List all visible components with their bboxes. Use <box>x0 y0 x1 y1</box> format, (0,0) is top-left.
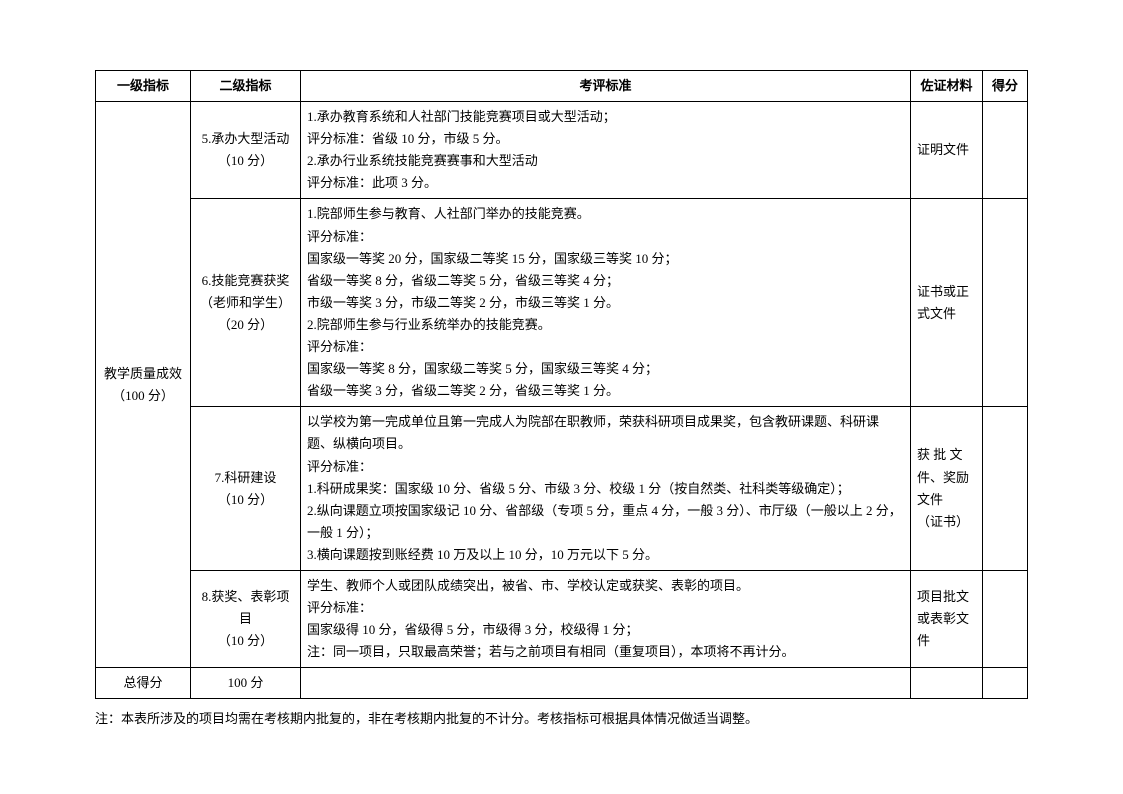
level2-points: （10 分） <box>197 489 294 511</box>
standard-cell: 1.承办教育系统和人社部门技能竞赛项目或大型活动；评分标准：省级 10 分，市级… <box>301 102 911 199</box>
table-header-row: 一级指标 二级指标 考评标准 佐证材料 得分 <box>96 71 1028 102</box>
total-points: 100 分 <box>191 668 301 699</box>
footnote: 注：本表所涉及的项目均需在考核期内批复的，非在考核期内批复的不计分。考核指标可根… <box>95 709 1028 730</box>
header-level2: 二级指标 <box>191 71 301 102</box>
material-cell: 证明文件 <box>911 102 983 199</box>
total-material <box>911 668 983 699</box>
score-cell <box>983 407 1028 571</box>
level2-cell: 6.技能竞赛获奖 （老师和学生） （20 分） <box>191 199 301 407</box>
header-material: 佐证材料 <box>911 71 983 102</box>
level1-points: （100 分） <box>102 385 184 407</box>
total-row: 总得分 100 分 <box>96 668 1028 699</box>
evaluation-table: 一级指标 二级指标 考评标准 佐证材料 得分 教学质量成效 （100 分） 5.… <box>95 70 1028 699</box>
standard-cell: 以学校为第一完成单位且第一完成人为院部在职教师，荣获科研项目成果奖，包含教研课题… <box>301 407 911 571</box>
standard-cell: 1.院部师生参与教育、人社部门举办的技能竞赛。评分标准：国家级一等奖 20 分，… <box>301 199 911 407</box>
level2-cell: 7.科研建设 （10 分） <box>191 407 301 571</box>
material-cell: 获 批 文件、奖励文件（证书） <box>911 407 983 571</box>
level2-points: （20 分） <box>197 314 294 336</box>
level2-title: 5.承办大型活动 <box>197 128 294 150</box>
header-score: 得分 <box>983 71 1028 102</box>
level2-points: （10 分） <box>197 630 294 652</box>
table-row: 8.获奖、表彰项目 （10 分） 学生、教师个人或团队成绩突出，被省、市、学校认… <box>96 570 1028 667</box>
level2-title: 7.科研建设 <box>197 467 294 489</box>
level2-cell: 5.承办大型活动 （10 分） <box>191 102 301 199</box>
header-level1: 一级指标 <box>96 71 191 102</box>
table-row: 6.技能竞赛获奖 （老师和学生） （20 分） 1.院部师生参与教育、人社部门举… <box>96 199 1028 407</box>
level1-cell: 教学质量成效 （100 分） <box>96 102 191 668</box>
level1-name: 教学质量成效 <box>102 363 184 385</box>
score-cell <box>983 570 1028 667</box>
standard-cell: 学生、教师个人或团队成绩突出，被省、市、学校认定或获奖、表彰的项目。评分标准：国… <box>301 570 911 667</box>
level2-title: 8.获奖、表彰项目 <box>197 586 294 630</box>
level2-sub: （老师和学生） <box>197 292 294 314</box>
document-page: 一级指标 二级指标 考评标准 佐证材料 得分 教学质量成效 （100 分） 5.… <box>0 0 1123 760</box>
level2-points: （10 分） <box>197 150 294 172</box>
level2-title: 6.技能竞赛获奖 <box>197 270 294 292</box>
material-cell: 证书或正式文件 <box>911 199 983 407</box>
level2-cell: 8.获奖、表彰项目 （10 分） <box>191 570 301 667</box>
table-row: 7.科研建设 （10 分） 以学校为第一完成单位且第一完成人为院部在职教师，荣获… <box>96 407 1028 571</box>
total-score <box>983 668 1028 699</box>
total-standard <box>301 668 911 699</box>
score-cell <box>983 102 1028 199</box>
total-label: 总得分 <box>96 668 191 699</box>
score-cell <box>983 199 1028 407</box>
header-standard: 考评标准 <box>301 71 911 102</box>
material-cell: 项目批文或表彰文件 <box>911 570 983 667</box>
table-row: 教学质量成效 （100 分） 5.承办大型活动 （10 分） 1.承办教育系统和… <box>96 102 1028 199</box>
